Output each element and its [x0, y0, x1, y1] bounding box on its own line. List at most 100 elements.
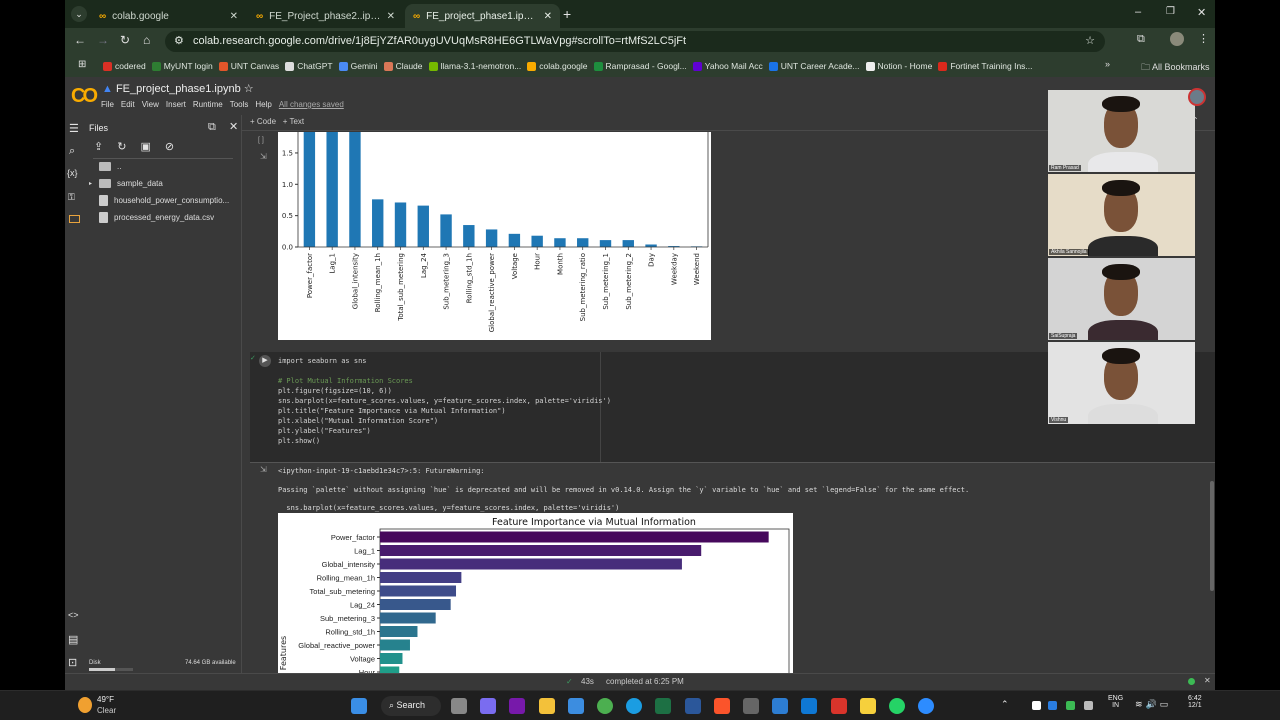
google-drive-icon[interactable] — [1032, 701, 1041, 710]
system-tray-icons[interactable]: ≋🔊▭ — [1135, 699, 1172, 709]
task-view-icon[interactable] — [451, 698, 467, 714]
language-indicator[interactable]: ENG IN — [1108, 695, 1123, 709]
calculator-icon[interactable] — [743, 698, 759, 714]
minimize-button[interactable]: – — [1135, 6, 1142, 18]
weather-icon[interactable] — [78, 697, 92, 713]
sticky-notes-icon[interactable] — [859, 698, 876, 714]
connected-indicator[interactable] — [1188, 678, 1195, 685]
notebook-title[interactable]: ▲ FE_project_phase1.ipynb ☆ — [102, 82, 254, 95]
search-box[interactable]: ⌕ Search — [381, 696, 441, 716]
close-panel-icon[interactable]: ✕ — [229, 121, 239, 133]
bookmark-colab-google[interactable]: colab.google — [527, 61, 588, 71]
tab-fe-phase2[interactable]: ∞ FE_Project_phase2..ipynb - Cola ✕ — [248, 4, 403, 28]
file-item[interactable]: ▸ sample_data — [85, 175, 242, 192]
calendar-icon[interactable] — [772, 698, 789, 714]
forward-icon[interactable]: → — [97, 33, 109, 47]
video-tile[interactable]: Ram Prasad — [1048, 90, 1195, 172]
code-editor[interactable]: import seaborn as sns # Plot Mutual Infor… — [278, 356, 611, 446]
brave-icon[interactable] — [713, 698, 730, 714]
upload-file-icon[interactable]: ⇪ — [94, 141, 104, 153]
close-window-button[interactable]: ✕ — [1197, 7, 1207, 19]
extensions-icon[interactable]: ⧉ — [1137, 33, 1145, 45]
store-icon[interactable] — [567, 698, 584, 714]
clock[interactable]: 6:42 12/1 — [1188, 695, 1202, 709]
close-tab-icon[interactable]: ✕ — [229, 10, 238, 22]
microphone-icon[interactable] — [1066, 701, 1075, 710]
command-palette-icon[interactable]: ▤ — [68, 634, 79, 646]
file-item[interactable]: .. — [85, 158, 242, 175]
save-status[interactable]: All changes saved — [278, 100, 344, 109]
bluetooth-icon[interactable] — [1048, 701, 1057, 710]
bookmark-yahoo-mail-acc[interactable]: Yahoo Mail Acc — [692, 61, 763, 71]
onenote-icon[interactable] — [509, 698, 526, 714]
zoom-icon[interactable] — [918, 698, 935, 714]
file-item[interactable]: processed_energy_data.csv — [85, 209, 242, 226]
code-snippets-icon[interactable]: <> — [68, 610, 79, 620]
site-info-icon[interactable]: ⚙ — [174, 35, 184, 47]
menu-file[interactable]: File — [101, 100, 114, 109]
bookmark-gemini[interactable]: Gemini — [338, 61, 378, 71]
keyboard-icon[interactable] — [1084, 701, 1093, 710]
variables-icon[interactable]: {x} — [67, 168, 78, 178]
bookmark-fortinet-training-ins-[interactable]: Fortinet Training Ins... — [938, 61, 1033, 71]
bookmark-ramprasad-googl-[interactable]: Ramprasad - Googl... — [593, 61, 687, 71]
collapse-icon[interactable]: ⌃ — [1192, 116, 1199, 125]
bookmark-myunt-login[interactable]: MyUNT login — [151, 61, 213, 71]
scrollbar[interactable] — [1210, 481, 1214, 591]
close-tab-icon[interactable]: ✕ — [543, 10, 552, 22]
tab-fe-phase1[interactable]: ∞ FE_project_phase1.ipynb - Cola ✕ — [405, 4, 560, 28]
bookmark-codered[interactable]: codered — [103, 61, 146, 71]
video-tile[interactable]: Vishnu — [1048, 342, 1195, 424]
excel-icon[interactable] — [655, 698, 672, 714]
search-icon[interactable]: ⌕ — [69, 145, 76, 157]
file-explorer-icon[interactable] — [538, 698, 555, 714]
refresh-icon[interactable]: ↻ — [117, 141, 127, 153]
show-hidden-icons[interactable]: ⌃ — [1001, 699, 1009, 709]
reload-icon[interactable]: ↻ — [120, 33, 131, 47]
word-icon[interactable] — [684, 698, 701, 714]
tab-colab-google[interactable]: ∞ colab.google ✕ — [91, 4, 246, 28]
restore-button[interactable]: ❐ — [1166, 6, 1175, 17]
outlook-icon[interactable] — [801, 698, 818, 714]
bookmark-notion-home[interactable]: Notion - Home — [865, 61, 932, 71]
bookmark-unt-career-acade-[interactable]: UNT Career Acade... — [768, 61, 860, 71]
colab-account-avatar[interactable] — [1188, 88, 1206, 106]
start-icon[interactable] — [351, 698, 367, 714]
menu-help[interactable]: Help — [255, 100, 272, 109]
chrome-icon[interactable] — [597, 698, 613, 714]
menu-view[interactable]: View — [141, 100, 159, 109]
bookmark-claude[interactable]: Claude — [383, 61, 423, 71]
bookmark-llama-3-1-nemotron-[interactable]: llama-3.1-nemotron... — [428, 61, 521, 71]
menu-insert[interactable]: Insert — [165, 100, 186, 109]
home-icon[interactable]: ⌂ — [143, 33, 151, 47]
expand-icon[interactable]: ▸ — [89, 181, 93, 187]
apps-icon[interactable]: ⊞ — [78, 59, 87, 70]
profile-avatar[interactable] — [1170, 32, 1184, 46]
menu-runtime[interactable]: Runtime — [192, 100, 223, 109]
secrets-key-icon[interactable]: ⚿ — [68, 192, 75, 202]
weather-temp[interactable]: 49°F — [97, 695, 114, 704]
add-code-button[interactable]: + Code — [250, 117, 277, 126]
close-status-icon[interactable]: ✕ — [1204, 676, 1211, 685]
menu-icon[interactable]: ⋮ — [1198, 33, 1209, 45]
app-red-icon[interactable] — [830, 698, 847, 714]
menu-tools[interactable]: Tools — [229, 100, 249, 109]
tab-search-icon[interactable]: ⌄ — [71, 6, 87, 22]
video-tile[interactable]: Akhila Sannojila — [1048, 174, 1195, 256]
files-folder-icon[interactable] — [69, 215, 80, 223]
edge-icon[interactable] — [626, 698, 643, 714]
toc-icon[interactable]: ☰ — [69, 123, 79, 135]
terminal-icon[interactable]: ⊡ — [68, 657, 78, 669]
colab-logo[interactable]: CO — [71, 85, 98, 107]
close-tab-icon[interactable]: ✕ — [386, 10, 395, 22]
open-in-tab-icon[interactable]: ⧉ — [208, 121, 216, 133]
menu-edit[interactable]: Edit — [120, 100, 135, 109]
video-tile[interactable]: SaiSupraja — [1048, 258, 1195, 340]
hide-files-icon[interactable]: ⊘ — [164, 141, 175, 153]
all-bookmarks[interactable]: 🗀 All Bookmarks — [1141, 60, 1210, 76]
weather-desc[interactable]: Clear — [97, 706, 117, 715]
address-bar[interactable]: ⚙ colab.research.google.com/drive/1j8EjYZ… — [165, 31, 1105, 52]
add-text-button[interactable]: + Text — [282, 117, 305, 126]
file-item[interactable]: household_power_consumptio... — [85, 192, 242, 209]
new-tab-button[interactable]: + — [563, 6, 572, 22]
